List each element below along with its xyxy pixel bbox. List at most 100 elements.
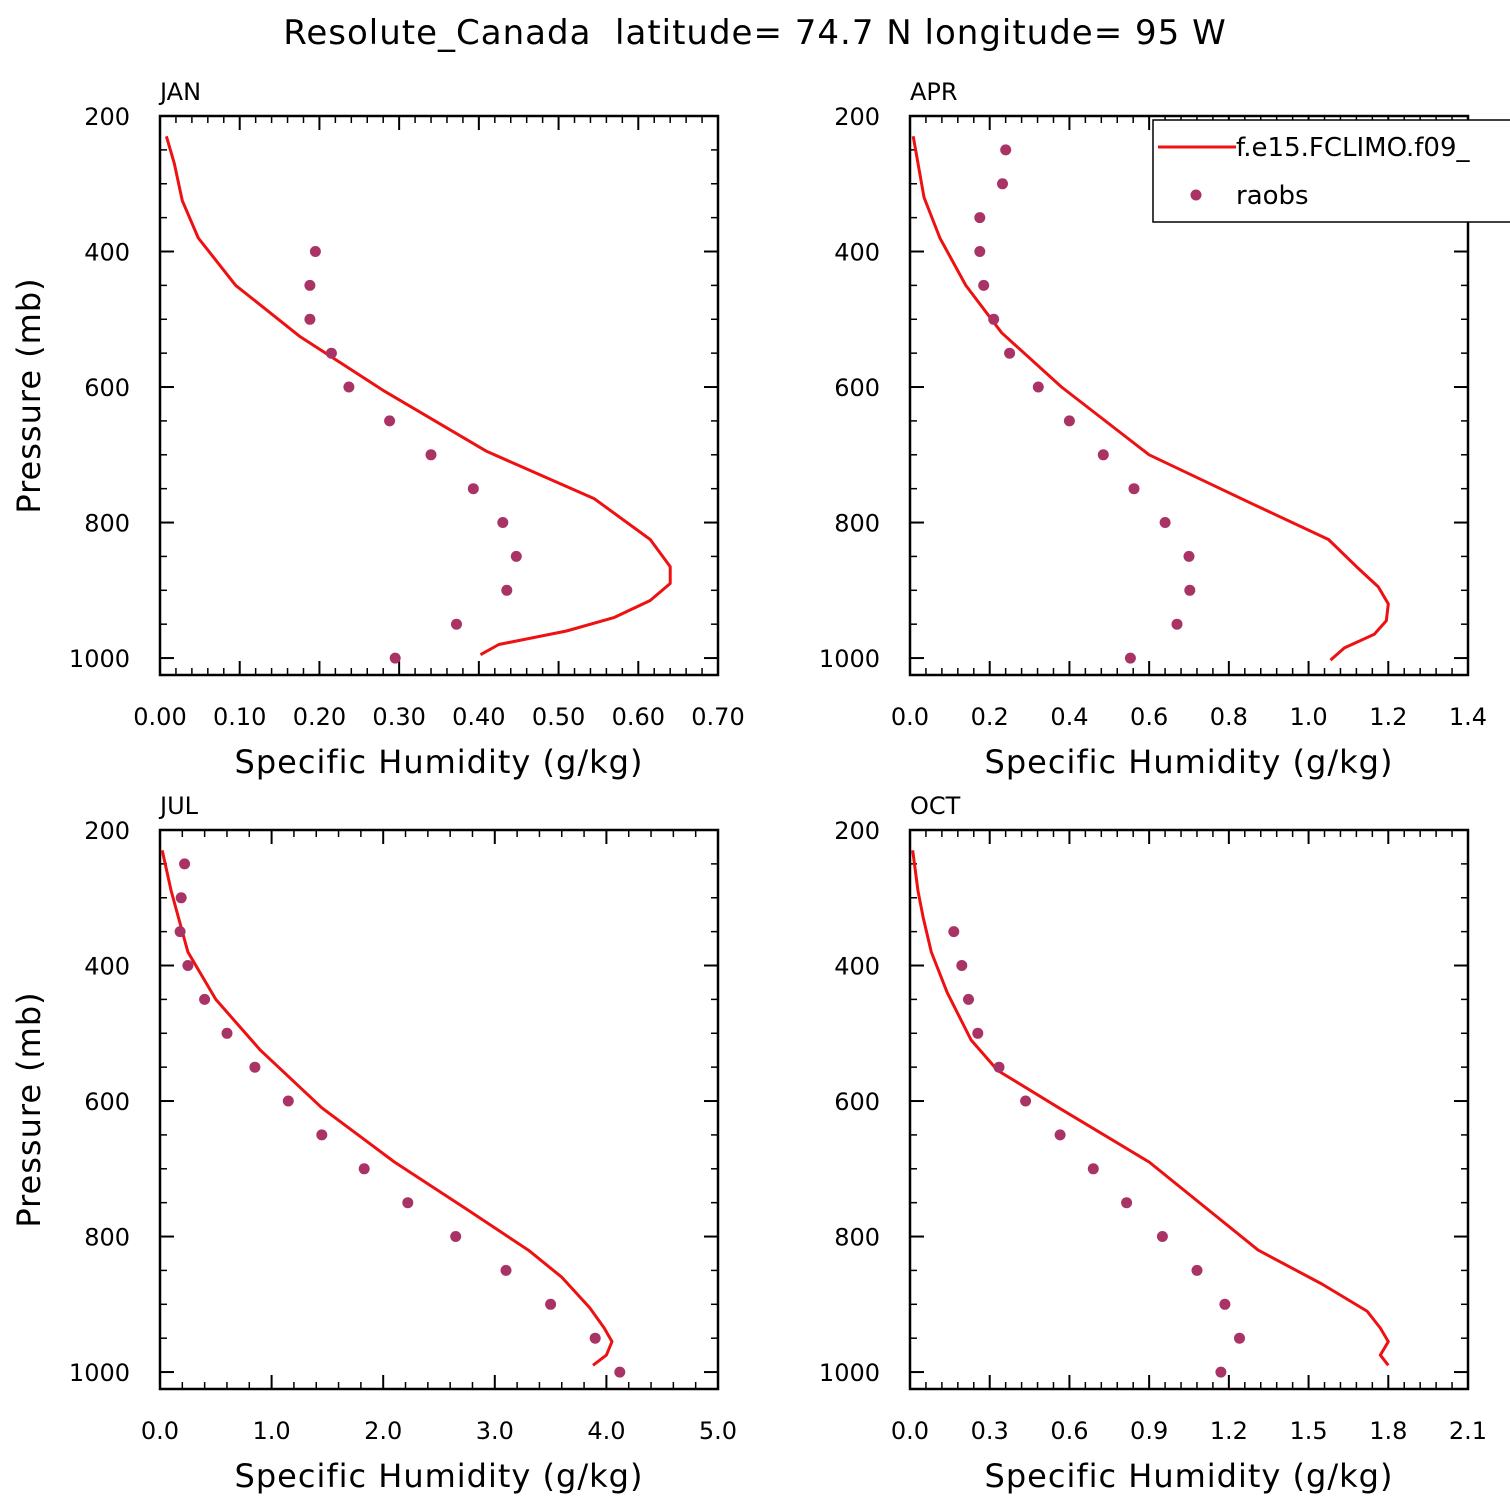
panel-title: OCT (910, 792, 961, 820)
raobs-point (1054, 1129, 1066, 1141)
raobs-point (1156, 1231, 1168, 1242)
panel-title: APR (910, 78, 958, 106)
y-tick-label: 1000 (69, 645, 130, 673)
x-tick-label: 0.6 (1050, 1417, 1088, 1445)
y-tick-label: 400 (834, 239, 880, 267)
panel-jan: JAN 0.00 0.10 0.20 0.30 0.40 0.50 0.60 0.70 200 40… (10, 78, 745, 781)
x-tick-label: 2.0 (364, 1417, 402, 1445)
x-tick-label: 1.8 (1369, 1417, 1407, 1445)
raobs-point (614, 1366, 626, 1378)
raobs-point (467, 483, 479, 495)
raobs-point (316, 1129, 328, 1141)
raobs-point (282, 1095, 294, 1107)
raobs-point (182, 960, 194, 971)
y-tick-label: 200 (834, 103, 880, 131)
raobs-point (1087, 1163, 1099, 1175)
x-tick-label: 3.0 (476, 1417, 514, 1445)
raobs-point (1215, 1366, 1227, 1378)
raobs-point (425, 449, 437, 461)
x-tick-label: 0.9 (1130, 1417, 1168, 1445)
raobs-point (1128, 483, 1140, 495)
page-title: Resolute_Canada latitude= 74.7 N longitu… (283, 13, 1226, 53)
raobs-point (993, 1061, 1005, 1073)
raobs-point (451, 618, 462, 630)
raobs-point (1183, 550, 1195, 562)
x-tick-label: 1.2 (1369, 703, 1407, 731)
x-tick-label: 1.0 (1289, 703, 1327, 731)
y-tick-label: 800 (834, 1224, 880, 1252)
raobs-point (997, 178, 1008, 190)
x-tick-label: 0.20 (293, 703, 346, 731)
raobs-point (1234, 1332, 1245, 1344)
model-profile-line (911, 136, 1390, 662)
plot-frame (158, 828, 720, 1391)
plot-frame (908, 828, 1470, 1391)
raobs-point (174, 926, 186, 938)
x-axis-label: Specific Humidity (g/kg) (235, 743, 644, 781)
x-tick-label: 0.10 (213, 703, 266, 731)
x-axis-label: Specific Humidity (g/kg) (985, 743, 1394, 781)
x-tick-label: 0.8 (1210, 703, 1248, 731)
raobs-point (1020, 1095, 1032, 1107)
raobs-point (1191, 1264, 1203, 1276)
legend-label-raobs: raobs (1236, 181, 1309, 211)
raobs-point (1004, 347, 1016, 359)
x-tick-label: 1.2 (1210, 1417, 1248, 1445)
y-tick-label: 800 (84, 1224, 130, 1252)
raobs-point (304, 279, 316, 291)
raobs-point (450, 1231, 462, 1242)
raobs-point (1032, 381, 1044, 393)
y-tick-label: 600 (834, 374, 880, 402)
raobs-point (1063, 415, 1075, 427)
panel-oct: OCT 0.0 0.3 0.6 0.9 1.2 1.5 1.8 2.1 200 400 600 800 1… (819, 792, 1487, 1495)
x-tick-label: 0.50 (532, 703, 585, 731)
raobs-point (1159, 517, 1171, 528)
raobs-point (221, 1027, 233, 1039)
x-tick-label: 0.3 (971, 1417, 1009, 1445)
raobs-point (358, 1163, 370, 1175)
raobs-point (249, 1061, 261, 1073)
raobs-point (1184, 584, 1196, 596)
raobs-point (402, 1197, 414, 1209)
model-profile-line (160, 849, 614, 1367)
y-tick-label: 200 (84, 817, 130, 845)
raobs-point (1121, 1197, 1133, 1209)
raobs-point (589, 1332, 601, 1344)
x-tick-label: 0.60 (612, 703, 665, 731)
x-tick-label: 5.0 (699, 1417, 737, 1445)
raobs-point (956, 960, 968, 971)
x-tick-label: 0.40 (452, 703, 505, 731)
raobs-point (500, 1264, 512, 1276)
x-tick-label: 1.0 (253, 1417, 291, 1445)
model-profile-line (164, 135, 672, 657)
panel-title: JUL (158, 792, 199, 820)
y-tick-label: 800 (84, 510, 130, 538)
x-tick-label: 0.00 (133, 703, 186, 731)
y-tick-label: 1000 (819, 645, 880, 673)
x-tick-label: 1.5 (1289, 1417, 1327, 1445)
raobs-point (1000, 144, 1012, 156)
x-tick-label: 0.0 (891, 1417, 929, 1445)
x-tick-label: 0.30 (372, 703, 425, 731)
panel-apr: APR 0.0 0.2 0.4 0.6 0.8 1.0 1.2 1.4 200 400 600 800 1… (819, 78, 1487, 781)
raobs-point (510, 550, 522, 562)
y-tick-label: 600 (84, 374, 130, 402)
legend-box (1152, 119, 1510, 223)
y-axis-label: Pressure (mb) (10, 991, 48, 1227)
x-tick-label: 0.0 (891, 703, 929, 731)
legend-marker-swatch (1190, 189, 1202, 201)
raobs-point (963, 993, 974, 1005)
raobs-point (1097, 449, 1109, 461)
raobs-point (384, 415, 396, 427)
raobs-point (948, 926, 960, 938)
raobs-point (1219, 1298, 1231, 1310)
raobs-point (343, 381, 355, 393)
raobs-point (175, 892, 187, 904)
y-tick-label: 200 (84, 103, 130, 131)
y-tick-label: 800 (834, 510, 880, 538)
y-tick-label: 200 (834, 817, 880, 845)
legend: f.e15.FCLIMO.f09_raobs (1152, 119, 1510, 223)
y-axis-label: Pressure (mb) (10, 277, 48, 513)
x-tick-label: 0.6 (1130, 703, 1168, 731)
raobs-point (1124, 652, 1136, 664)
